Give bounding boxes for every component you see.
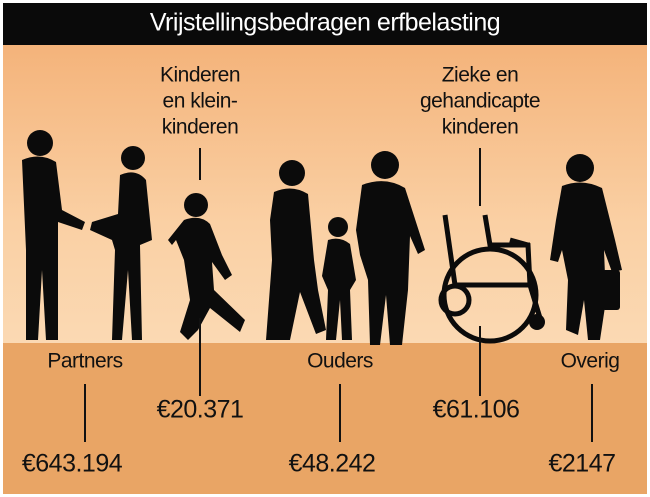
group-amount: €61.106 bbox=[433, 396, 520, 424]
title: Vrijstellingsbedragen erfbelasting bbox=[150, 9, 500, 37]
group-label: gehandicapte bbox=[420, 90, 540, 113]
group-amount: €48.242 bbox=[289, 450, 376, 478]
connectors bbox=[84, 148, 593, 442]
group-amount: €643.194 bbox=[22, 450, 123, 478]
group-label: Ouders bbox=[307, 350, 373, 373]
group-label: Zieke en bbox=[442, 64, 519, 87]
group-amount: €2147 bbox=[548, 450, 615, 478]
group-amount: €20.371 bbox=[157, 396, 244, 424]
group-label: kinderen bbox=[162, 116, 239, 139]
group-label: Partners bbox=[47, 350, 122, 373]
group-label: Overig bbox=[561, 350, 620, 373]
group-label: Kinderen bbox=[160, 64, 240, 87]
silhouettes bbox=[22, 130, 622, 345]
group-label: kinderen bbox=[442, 116, 519, 139]
group-label: en klein- bbox=[163, 90, 238, 113]
title-bar bbox=[3, 3, 647, 45]
upper-background bbox=[3, 44, 647, 344]
lower-background bbox=[3, 343, 647, 494]
